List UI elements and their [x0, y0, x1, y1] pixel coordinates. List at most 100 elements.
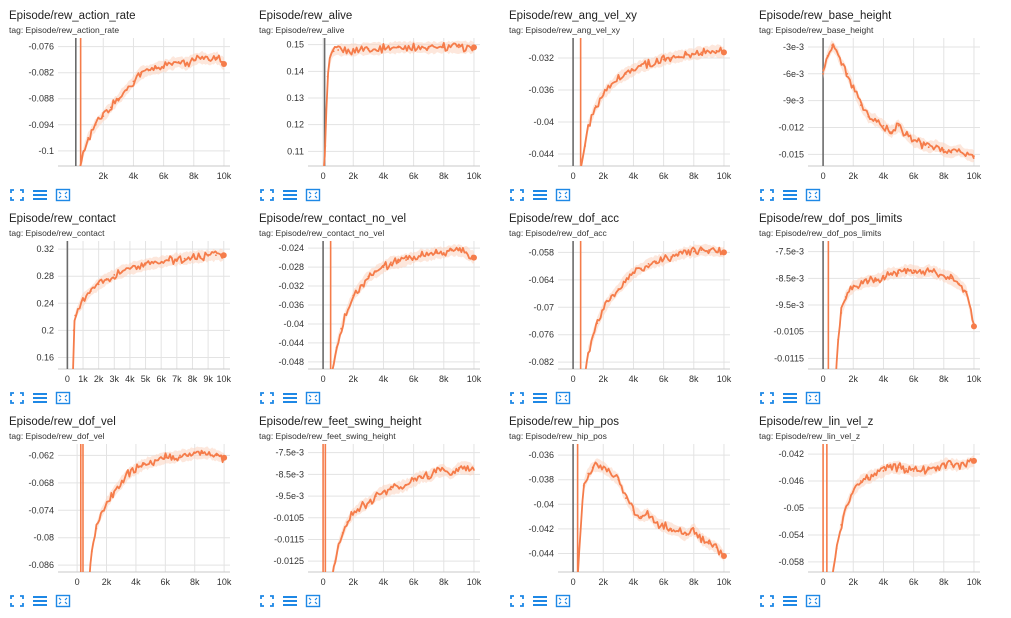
x-tick-label: 8k	[939, 577, 949, 587]
chart-card: Episode/rew_dof_vel tag: Episode/rew_dof_…	[0, 406, 240, 608]
data-point	[129, 267, 131, 270]
data-point	[846, 72, 849, 75]
chart-title: Episode/rew_dof_pos_limits	[759, 213, 903, 225]
y-tick-label: -0.036	[278, 300, 304, 310]
x-tick-label: 10k	[467, 577, 482, 587]
x-tick-label: 8k	[439, 374, 449, 384]
data-point	[346, 521, 349, 524]
expand-icon[interactable]	[759, 391, 775, 405]
y-tick-label: -0.028	[278, 262, 304, 272]
data-point	[647, 262, 650, 265]
y-tick-label: -0.042	[778, 449, 804, 459]
y-tick-label: -0.082	[528, 357, 554, 367]
data-point	[685, 53, 688, 56]
expand-icon[interactable]	[9, 594, 25, 608]
line-chart[interactable]: 0 2k 4k 6k 8k 10k -7.5e-3 -8.5e-3 -9.5e-3 -0.0105…	[250, 442, 490, 592]
data-table-icon[interactable]	[532, 188, 548, 202]
chart-tag: tag: Episode/rew_feet_swing_height	[259, 431, 396, 441]
data-point	[707, 249, 710, 252]
data-point	[935, 144, 938, 147]
fit-domain-icon[interactable]	[55, 391, 71, 405]
data-table-icon[interactable]	[282, 188, 298, 202]
line-chart[interactable]: 0 2k 4k 6k 8k 10k -7.5e-3 -8.5e-3 -9.5e-3 -0.0105…	[750, 239, 990, 389]
data-point	[591, 466, 594, 469]
expand-icon[interactable]	[259, 391, 275, 405]
data-point	[88, 583, 90, 585]
expand-icon[interactable]	[759, 594, 775, 608]
line-chart[interactable]: 0 2k 4k 6k 8k 10k -0.058 -0.064 -0.07 -0.076 -0.08…	[500, 239, 740, 389]
chart-tag: tag: Episode/rew_contact	[9, 228, 105, 238]
fit-domain-icon[interactable]	[805, 594, 821, 608]
y-tick-label: -0.038	[528, 475, 554, 485]
data-point	[670, 528, 673, 530]
line-chart[interactable]: 0 2k 4k 6k 8k 10k 0.15 0.14 0.13 0.12 0.11	[250, 36, 490, 186]
data-point	[120, 481, 123, 484]
expand-icon[interactable]	[9, 391, 25, 405]
y-tick-label: -0.076	[28, 42, 54, 52]
raw-value-band	[823, 40, 974, 163]
expand-icon[interactable]	[759, 188, 775, 202]
data-point	[897, 124, 900, 127]
fit-domain-icon[interactable]	[555, 594, 571, 608]
data-table-icon[interactable]	[532, 594, 548, 608]
data-point	[121, 270, 124, 273]
x-tick-label: 6k	[156, 374, 166, 384]
line-chart[interactable]: 0 2k 4k 6k 8k 10k -0.032 -0.036 -0.04 -0.044	[500, 36, 740, 186]
expand-icon[interactable]	[509, 391, 525, 405]
data-table-icon[interactable]	[282, 391, 298, 405]
line-chart[interactable]: 2k 4k 6k 8k 10k -0.076 -0.082 -0.088 -0.094 -0.1	[0, 36, 240, 186]
data-point	[95, 527, 98, 530]
x-tick-label: 4k	[379, 374, 389, 384]
fit-domain-icon[interactable]	[55, 594, 71, 608]
expand-icon[interactable]	[509, 594, 525, 608]
data-point	[912, 470, 915, 472]
line-chart[interactable]: 0 2k 4k 6k 8k 10k -3e-3 -6e-3 -9e-3 -0.012 -0.015	[750, 36, 990, 186]
fit-domain-icon[interactable]	[805, 188, 821, 202]
series-line	[577, 461, 725, 572]
fit-domain-icon[interactable]	[805, 391, 821, 405]
data-point	[602, 308, 605, 311]
y-tick-label: 0.11	[287, 146, 304, 156]
x-tick-label: 7k	[172, 374, 182, 384]
data-point	[867, 280, 870, 282]
x-tick-label: 6k	[159, 171, 169, 181]
expand-icon[interactable]	[509, 188, 525, 202]
data-table-icon[interactable]	[782, 188, 798, 202]
data-table-icon[interactable]	[32, 594, 48, 608]
fit-domain-icon[interactable]	[305, 188, 321, 202]
data-table-icon[interactable]	[32, 188, 48, 202]
line-chart[interactable]: 0 2k 4k 6k 8k 10k -0.042 -0.046 -0.05 -0.054 -0.05…	[750, 442, 990, 592]
expand-icon[interactable]	[9, 188, 25, 202]
line-chart[interactable]: 0 1k 2k 3k 4k 5k 6k 7k 8k 9k 10k 0.32 0.28 0.24 0.2 0.1…	[0, 239, 240, 389]
line-chart[interactable]: 0 2k 4k 6k 8k 10k -0.024 -0.028 -0.032 -0.036 -0.0…	[250, 239, 490, 389]
data-table-icon[interactable]	[532, 391, 548, 405]
data-point	[160, 261, 163, 263]
series-line	[822, 43, 975, 160]
data-point	[367, 47, 370, 50]
data-point	[826, 55, 829, 57]
fit-domain-icon[interactable]	[305, 391, 321, 405]
data-table-icon[interactable]	[282, 594, 298, 608]
data-point	[200, 56, 203, 59]
fit-domain-icon[interactable]	[55, 188, 71, 202]
data-table-icon[interactable]	[782, 594, 798, 608]
data-table-icon[interactable]	[782, 391, 798, 405]
y-tick-label: -3e-3	[783, 42, 804, 52]
fit-domain-icon[interactable]	[555, 391, 571, 405]
data-point	[859, 104, 862, 107]
series-line	[331, 246, 475, 369]
raw-value-band	[331, 461, 474, 572]
data-point	[927, 269, 930, 272]
data-point	[700, 249, 703, 252]
series-group	[822, 40, 975, 163]
line-chart[interactable]: 0 2k 4k 6k 8k 10k -0.036 -0.038 -0.04 -0.042 -0.04…	[500, 442, 740, 592]
line-chart[interactable]: 0 2k 4k 6k 8k 10k -0.062 -0.068 -0.074 -0.08 -0.08…	[0, 442, 240, 592]
fit-domain-icon[interactable]	[305, 594, 321, 608]
data-table-icon[interactable]	[32, 391, 48, 405]
data-point	[822, 72, 824, 75]
expand-icon[interactable]	[259, 188, 275, 202]
data-point	[582, 484, 585, 487]
data-point	[442, 469, 445, 471]
fit-domain-icon[interactable]	[555, 188, 571, 202]
expand-icon[interactable]	[259, 594, 275, 608]
